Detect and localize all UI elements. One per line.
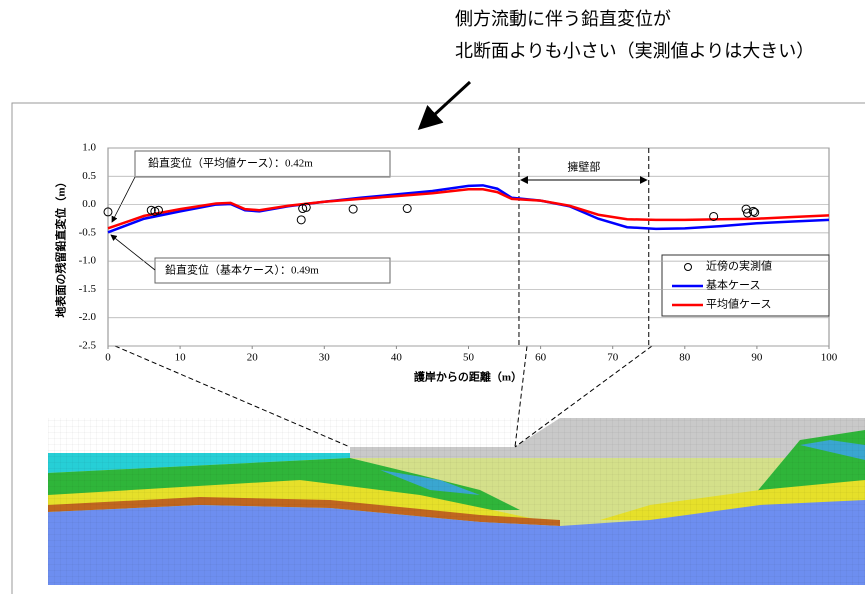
- callout-box: [134, 150, 391, 178]
- annotation: 側方流動に伴う鉛直変位が: [455, 9, 671, 30]
- callout-box: [154, 257, 391, 284]
- region-label: 擁壁部: [567, 160, 600, 174]
- series-line: [107, 188, 830, 230]
- observed-point: [709, 211, 719, 221]
- observed-point: [743, 208, 753, 218]
- observed-point: [402, 204, 412, 214]
- callout-arrow: [110, 234, 156, 271]
- x-tick-label: 50: [463, 352, 475, 364]
- guide-line: [514, 345, 653, 448]
- frame: [11, 102, 865, 598]
- legend-marker: [684, 263, 692, 271]
- guide-line: [514, 345, 528, 448]
- x-tick-label: 10: [175, 352, 187, 364]
- observed-point: [348, 204, 358, 214]
- callout: 鉛直変位（平均値ケース）：0.42m: [148, 156, 313, 170]
- y-tick-label: -0.5: [79, 226, 97, 238]
- y-tick-label: -2.0: [79, 311, 97, 323]
- y-tick-label: -2.5: [79, 340, 97, 352]
- x-axis-label: 護岸からの距離（m）: [414, 370, 522, 384]
- x-tick-label: 90: [751, 352, 763, 364]
- x-tick-label: 0: [105, 352, 111, 364]
- observed-point: [146, 205, 156, 215]
- x-tick-label: 100: [821, 352, 838, 364]
- y-tick-label: 0.0: [82, 198, 96, 210]
- observed-point: [750, 207, 760, 217]
- callout: 鉛直変位（基本ケース）：0.49m: [165, 263, 319, 277]
- x-tick-label: 30: [319, 352, 331, 364]
- annotation: 北断面よりも小さい（実測値よりは大きい）: [455, 41, 814, 62]
- observed-point: [301, 202, 311, 212]
- y-tick-label: 0.5: [82, 170, 96, 182]
- observed-point: [150, 206, 160, 216]
- x-tick-label: 20: [247, 352, 259, 364]
- cross-section: [48, 418, 865, 585]
- legend-label: 近傍の実測値: [706, 259, 772, 273]
- guide-line: [114, 345, 351, 448]
- observed-point: [296, 215, 306, 225]
- y-axis-label: 地表面の残留鉛直変位（m）: [54, 176, 68, 317]
- x-tick-label: 40: [391, 352, 403, 364]
- y-tick-label: -1.5: [79, 283, 97, 295]
- x-tick-label: 60: [535, 352, 547, 364]
- arrow: [417, 80, 472, 131]
- y-tick-label: 1.0: [82, 142, 96, 154]
- callout-arrow: [111, 176, 136, 223]
- observed-point: [748, 206, 758, 216]
- x-tick-label: 80: [679, 352, 691, 364]
- legend-label: 平均値ケース: [706, 298, 771, 311]
- observed-point: [153, 205, 163, 215]
- legend-label: 基本ケース: [706, 278, 760, 292]
- observed-point: [298, 204, 308, 214]
- y-tick-label: -1.0: [79, 255, 97, 267]
- x-tick-label: 70: [607, 352, 619, 364]
- observed-point: [103, 207, 113, 217]
